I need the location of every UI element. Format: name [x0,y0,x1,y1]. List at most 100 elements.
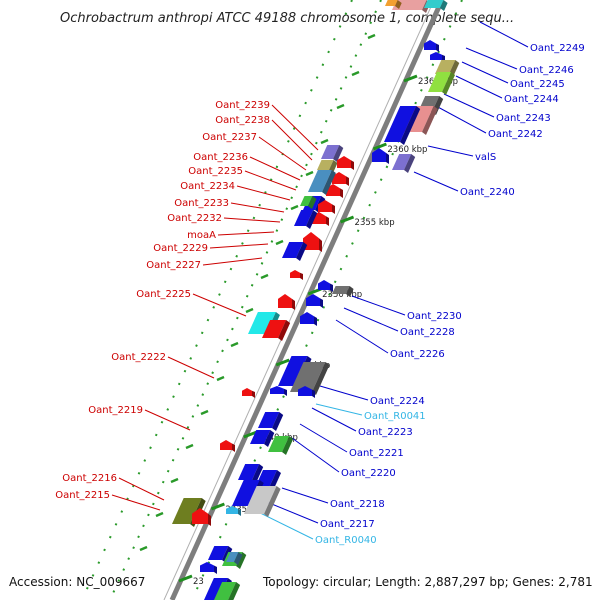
gene-label-left[interactable]: Oant_2227 [146,260,201,271]
gene-feature[interactable] [332,172,349,186]
gene-label-right[interactable]: Oant_R0041 [364,411,426,422]
gene-feature[interactable] [262,320,291,341]
minor-tick [260,273,269,280]
gene-label-right[interactable]: Oant_2224 [370,396,425,407]
gene-feature[interactable] [200,562,217,574]
gene-feature[interactable] [384,106,421,145]
gene-feature[interactable] [300,312,317,326]
gene-feature[interactable] [278,294,295,310]
gene-feature[interactable] [294,210,318,229]
gene-box-side [222,546,233,563]
gene-box-side [346,286,354,297]
gene-feature[interactable] [242,388,255,398]
tick-mark [243,430,258,439]
gene-label-right[interactable]: Oant_R0040 [315,535,377,546]
gene-label-right[interactable]: Oant_2249 [530,43,585,54]
minor-tick [230,341,239,348]
leader-line-right [299,423,348,453]
gene-box-face [392,154,412,170]
gene-label-left[interactable]: Oant_2215 [55,490,110,501]
tick-mark [403,74,418,83]
gene-feature[interactable] [392,154,416,173]
gene-feature[interactable] [270,386,287,396]
leader-line-left [236,185,291,201]
gene-label-right[interactable]: Oant_2245 [510,79,565,90]
gene-label-left[interactable]: moaA [187,230,216,241]
gene-feature[interactable] [337,156,354,170]
minor-tick [305,170,314,177]
gene-feature[interactable] [318,200,335,214]
gene-label-left[interactable]: Oant_2236 [193,152,248,163]
leader-line-right [343,307,399,332]
gene-box-face [208,546,229,560]
gene-feature[interactable] [385,0,402,9]
gene-feature[interactable] [424,0,448,11]
gene-box-side [422,106,438,135]
gene-label-right[interactable]: Oant_2242 [488,129,543,140]
gene-feature[interactable] [226,506,241,516]
gene-label-left[interactable]: Oant_2234 [180,181,235,192]
gene-label-left[interactable]: Oant_2235 [188,166,243,177]
gene-feature[interactable] [290,270,303,280]
gene-feature[interactable] [428,72,455,95]
gene-arrow-side [252,390,255,398]
gene-feature[interactable] [214,582,241,600]
gene-box-face [321,145,340,159]
gene-feature[interactable] [208,546,233,563]
gene-label-left[interactable]: Oant_2239 [215,100,270,111]
gene-label-right[interactable]: Oant_2246 [519,65,574,76]
gene-feature[interactable] [303,232,322,252]
gene-feature[interactable] [332,286,354,297]
gene-label-right[interactable]: Oant_2228 [400,327,455,338]
minor-tick [336,103,345,110]
gene-label-right[interactable]: valS [475,152,496,163]
gene-label-left[interactable]: Oant_2225 [136,289,191,300]
gene-feature[interactable] [290,362,330,395]
gene-label-right[interactable]: Oant_2217 [320,519,375,530]
gene-label-right[interactable]: Oant_2243 [496,113,551,124]
gene-label-left[interactable]: Oant_2219 [88,405,143,416]
gene-feature[interactable] [220,440,235,452]
gene-feature[interactable] [317,160,338,173]
leader-line-left [202,257,263,266]
gene-arrow-side [292,298,295,310]
gene-label-left[interactable]: Oant_2233 [174,198,229,209]
gene-box-face [214,582,237,600]
gene-feature[interactable] [300,196,317,209]
gene-label-left[interactable]: Oant_2237 [202,132,257,143]
gene-feature[interactable] [298,386,315,398]
gene-label-left[interactable]: Oant_2238 [215,115,270,126]
gene-arrow [200,562,214,572]
gene-label-left[interactable]: Oant_2229 [153,243,208,254]
gene-feature[interactable] [226,552,243,565]
gene-label-right[interactable]: Oant_2218 [330,499,385,510]
gene-label-left[interactable]: Oant_2232 [167,213,222,224]
gene-label-left[interactable]: Oant_2216 [62,473,117,484]
gene-feature[interactable] [282,242,308,261]
gene-feature[interactable] [258,412,284,431]
gene-feature[interactable] [192,508,211,526]
gene-arrow [318,200,332,212]
gene-feature[interactable] [318,280,333,292]
gene-feature[interactable] [238,464,264,483]
gene-label-right[interactable]: Oant_2221 [349,448,404,459]
gene-arrow [278,294,292,308]
gene-label-right[interactable]: Oant_2223 [358,427,413,438]
gene-feature[interactable] [372,148,389,164]
gene-feature[interactable] [250,430,275,447]
gene-label-right[interactable]: Oant_2230 [407,311,462,322]
gene-feature[interactable] [424,40,439,52]
gene-label-right[interactable]: Oant_2220 [341,468,396,479]
gene-feature[interactable] [321,145,344,162]
gene-feature[interactable] [308,170,336,195]
gene-label-right[interactable]: Oant_2244 [504,94,559,105]
gene-feature[interactable] [244,486,281,517]
gene-feature[interactable] [306,294,323,308]
gene-label-left[interactable]: Oant_2222 [111,352,166,363]
gene-label-right[interactable]: Oant_2226 [390,349,445,360]
gene-arrow-side [351,160,354,170]
gene-label-right[interactable]: Oant_2240 [460,187,515,198]
gene-box-side [228,582,241,600]
gene-feature[interactable] [268,436,294,455]
gene-arrow-side [319,238,322,252]
